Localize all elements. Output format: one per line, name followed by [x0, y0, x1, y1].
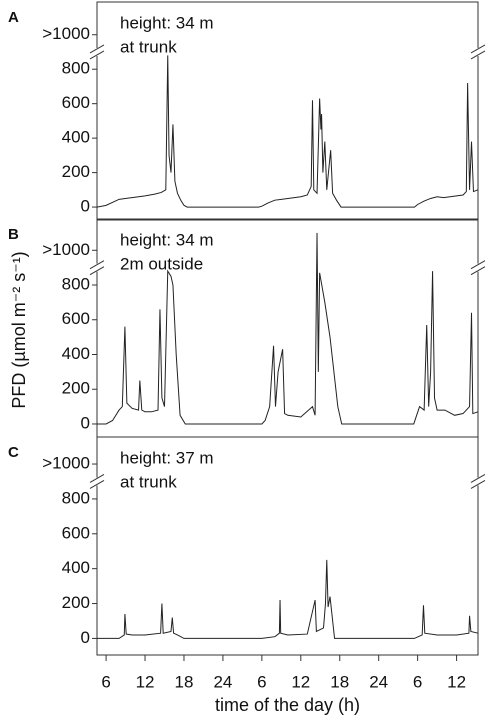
panel-label: A	[8, 9, 19, 26]
panel-frame	[96, 1, 479, 221]
y-tick-label: 600	[62, 523, 90, 542]
data-line	[97, 232, 479, 425]
y-tick-label: 200	[62, 379, 90, 398]
panel-frame	[96, 218, 479, 438]
y-tick-label: 800	[62, 488, 90, 507]
y-tick-label: 400	[62, 558, 90, 577]
x-tick-label: 24	[369, 672, 388, 691]
x-tick-label: 12	[291, 672, 310, 691]
annotation: at trunk	[120, 37, 177, 56]
data-line	[97, 559, 479, 639]
x-tick-label: 6	[413, 672, 422, 691]
x-axis-title: time of the day (h)	[215, 695, 360, 715]
panel-frame	[96, 436, 479, 656]
data-line	[96, 55, 479, 208]
axis-break	[89, 50, 105, 60]
y-tick-label: 200	[62, 593, 90, 612]
y-tick-label: 0	[81, 197, 90, 216]
y-tick-label: >1000	[42, 24, 90, 43]
axis-break	[89, 44, 105, 54]
x-tick-label: 12	[447, 672, 466, 691]
axis-break	[89, 480, 105, 489]
annotation: height: 37 m	[120, 448, 214, 467]
x-tick-label: 6	[257, 672, 266, 691]
y-tick-label: 600	[62, 309, 90, 328]
y-axis-title: PFD (µmol m⁻² s⁻¹)	[9, 251, 29, 408]
axis-break	[89, 260, 105, 270]
axis-break	[470, 480, 486, 489]
axis-break-gap	[90, 47, 104, 56]
y-tick-label: 200	[62, 162, 90, 181]
y-tick-label: 400	[62, 344, 90, 363]
axis-break	[89, 474, 105, 483]
x-tick-label: 6	[101, 672, 110, 691]
axis-break	[470, 266, 486, 276]
axis-break-gap	[471, 263, 485, 272]
x-tick-label: 24	[213, 672, 232, 691]
y-tick-label: 800	[62, 274, 90, 293]
y-tick-label: 400	[62, 128, 90, 147]
axis-break	[470, 50, 486, 60]
panel-label: B	[8, 226, 19, 243]
annotation: height: 34 m	[120, 13, 214, 32]
y-tick-label: 800	[62, 59, 90, 78]
axis-break-gap	[90, 477, 104, 486]
axis-break	[89, 266, 105, 276]
axis-break	[470, 260, 486, 270]
axis-break	[470, 44, 486, 54]
y-tick-label: >1000	[42, 240, 90, 259]
axis-break	[470, 474, 486, 483]
annotation: at trunk	[120, 472, 177, 491]
panel-label: C	[8, 444, 19, 461]
y-tick-label: >1000	[42, 454, 90, 473]
axis-break-gap	[471, 477, 485, 486]
x-tick-label: 18	[175, 672, 194, 691]
y-tick-label: 0	[81, 413, 90, 432]
axis-break-gap	[471, 47, 485, 56]
y-tick-label: 0	[81, 628, 90, 647]
annotation: height: 34 m	[120, 230, 214, 249]
annotation: 2m outside	[120, 254, 203, 273]
x-tick-label: 12	[136, 672, 155, 691]
axis-break-gap	[90, 263, 104, 272]
x-tick-label: 18	[330, 672, 349, 691]
y-tick-label: 600	[62, 93, 90, 112]
